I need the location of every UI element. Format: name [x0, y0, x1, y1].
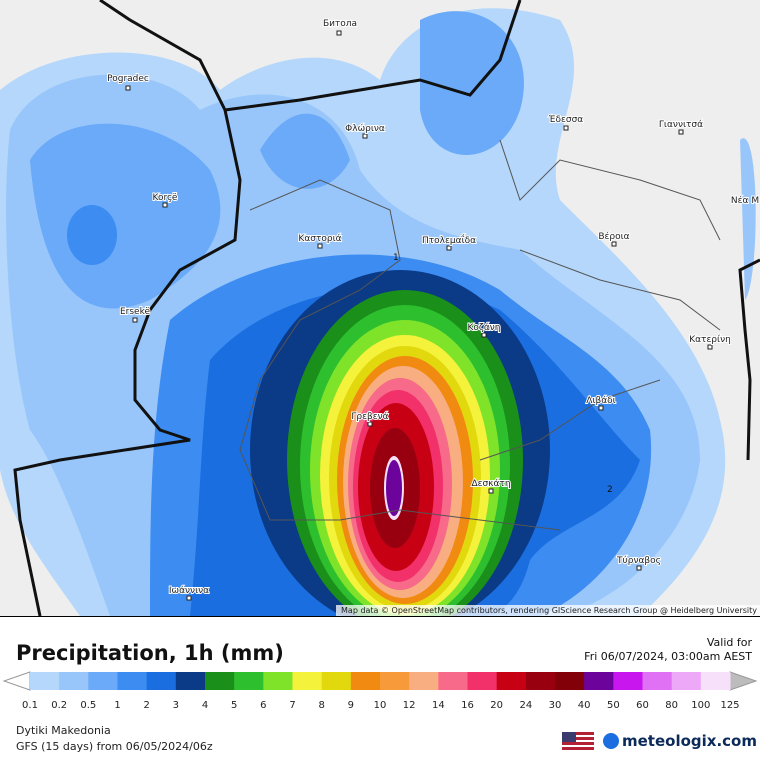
scale-tick-label: 16 [461, 700, 474, 711]
scale-cell [642, 672, 673, 690]
scale-tick-label: 4 [202, 700, 208, 711]
city-markers [125, 30, 713, 601]
scale-tick-label: 24 [519, 700, 532, 711]
city-label: Πτολεμαΐδα [422, 234, 476, 246]
scale-cell [671, 672, 702, 690]
scale-tick-label: 14 [432, 700, 445, 711]
scale-cell [438, 672, 468, 690]
scale-cell [146, 672, 177, 690]
city-label: Ιωάννινα [169, 586, 209, 596]
region: Dytiki Makedonia [16, 724, 111, 737]
city-label: Κατερίνη [689, 335, 731, 345]
city-label: Κοζάνη [468, 323, 501, 333]
scale-cell [496, 672, 527, 690]
scale-tick-label: 80 [665, 700, 678, 711]
city-label: Νέα Μ [731, 195, 759, 206]
city-label: Korçë [153, 193, 178, 203]
scale-tick-label: 1 [114, 700, 120, 711]
city-label: Καστοριά [298, 234, 341, 244]
scale-tick-label: 8 [318, 700, 324, 711]
scale-low-arrow [2, 671, 31, 691]
scale-tick-label: 2 [143, 700, 149, 711]
scale-tick-label: 0.2 [51, 700, 67, 711]
scale-cell [613, 672, 643, 690]
color-scale: 0.1 0.2 0.5 1 2 3 4 5 6 7 8 9 10 12 14 16 20 24 30 40 50 60 80… [2, 671, 758, 711]
scale-tick-label: 7 [289, 700, 295, 711]
scale-cell [555, 672, 585, 690]
legend-title: Precipitation, 1h (mm) [16, 641, 284, 665]
scale-cell [584, 672, 614, 690]
scale-cell [30, 672, 60, 690]
scale-cell [88, 672, 118, 690]
contour-label: 1 [393, 253, 399, 263]
city-label: Δεσκάτη [471, 479, 510, 489]
scale-tick-label: 5 [231, 700, 237, 711]
scale-cell [117, 672, 148, 690]
scale-tick-label: 50 [607, 700, 620, 711]
scale-cell [59, 672, 89, 690]
scale-tick-label: 20 [490, 700, 503, 711]
contour-label: 2 [607, 485, 613, 495]
valid-time: Fri 06/07/2024, 03:00am AEST [584, 650, 752, 663]
city-label: Битола [323, 19, 357, 29]
city-label: Pogradec [107, 74, 149, 84]
scale-tick-label: 12 [403, 700, 416, 711]
city-label: Γιαννιτσά [659, 120, 703, 130]
scale-cell [175, 672, 206, 690]
scale-tick-label: 40 [578, 700, 591, 711]
scale-cell [205, 672, 235, 690]
scale-tick-label: 0.5 [80, 700, 96, 711]
scale-cell [380, 672, 410, 690]
scale-tick-label: 3 [173, 700, 179, 711]
model-run: GFS (15 days) from 06/05/2024/06z [16, 740, 213, 753]
city-label: Βέροια [598, 231, 629, 242]
city-label: Έδεσσα [548, 115, 583, 125]
scale-cell [321, 672, 352, 690]
city-label: Ersekë [120, 307, 151, 317]
scale-cell [292, 672, 323, 690]
scale-cell [350, 672, 381, 690]
city-label: Γρεβενά [351, 412, 388, 422]
scale-cell [263, 672, 293, 690]
scale-tick-label: 30 [549, 700, 562, 711]
attribution: Map data © OpenStreetMap contributors, r… [341, 606, 757, 615]
scale-cell [409, 672, 439, 690]
scale-tick-label: 100 [691, 700, 710, 711]
brand: meteologix.com [622, 732, 757, 750]
scale-tick-label: 10 [374, 700, 387, 711]
map: Битола Pogradec Φλώρινα Έδεσσα Γιαννιτσά… [0, 0, 760, 616]
scale-tick-label: 9 [348, 700, 354, 711]
scale-cell [700, 672, 731, 690]
scale-tick-label: 0.1 [22, 700, 38, 711]
scale-cell [525, 672, 556, 690]
city-label: Φλώρινα [345, 123, 385, 134]
scale-high-arrow [729, 671, 758, 691]
scale-cell [467, 672, 498, 690]
city-label: Τύρναβος [616, 555, 661, 566]
scale-tick-label: 6 [260, 700, 266, 711]
flag [562, 732, 594, 750]
logo [603, 733, 619, 749]
valid-label: Valid for [707, 636, 753, 649]
scale-tick-label: 60 [636, 700, 649, 711]
scale-tick-label: 125 [720, 700, 739, 711]
city-label: Λιβάδι [586, 396, 615, 406]
scale-cell [234, 672, 264, 690]
